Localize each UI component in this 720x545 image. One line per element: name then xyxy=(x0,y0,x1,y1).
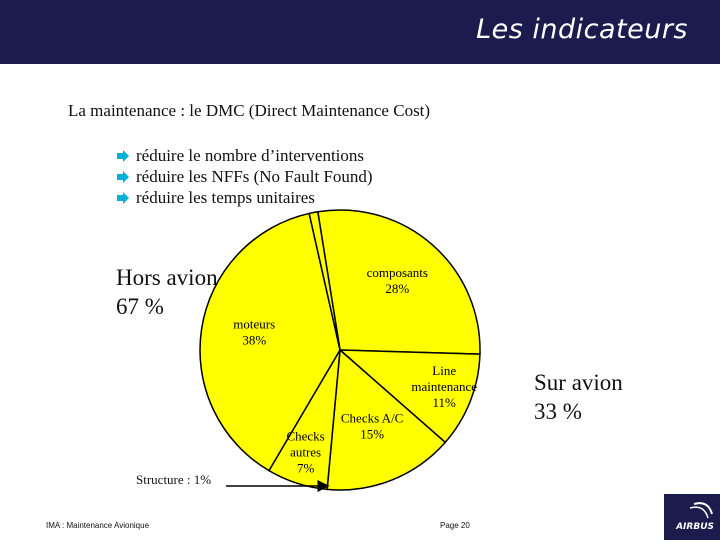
pie-slice xyxy=(337,349,481,444)
page-title: Les indicateurs xyxy=(476,14,688,45)
bullet-item: réduire les NFFs (No Fault Found) xyxy=(116,166,373,187)
pie-slice xyxy=(316,209,481,355)
logo-text: AIRBUS xyxy=(676,522,714,532)
structure-label: Structure : 1% xyxy=(136,472,212,487)
title-bar: Les indicateurs xyxy=(0,0,720,64)
bullet-item: réduire les temps unitaires xyxy=(116,187,373,208)
hors-avion-text: Hors avion xyxy=(116,265,218,290)
pie-slice-label: Checks A/C 15% xyxy=(341,411,403,442)
bullet-list: réduire le nombre d’interventions réduir… xyxy=(116,145,373,208)
pie-slice-label: Checks autres 7% xyxy=(286,429,324,476)
pie-slice-label: Line maintenance 11% xyxy=(411,363,477,410)
hors-avion-label: Hors avion 67 % xyxy=(116,263,218,321)
arrow-icon xyxy=(117,191,129,204)
pie-slice xyxy=(199,212,341,472)
sur-avion-label: Sur avion 33 % xyxy=(534,368,623,426)
page-number: Page 20 xyxy=(440,521,470,530)
arrow-icon xyxy=(117,170,129,183)
airbus-swirl-icon xyxy=(689,502,713,519)
pie-slice xyxy=(308,210,341,351)
bullet-item: réduire le nombre d’interventions xyxy=(116,145,373,166)
airbus-logo: AIRBUS xyxy=(664,494,720,540)
bullet-text: réduire les NFFs (No Fault Found) xyxy=(136,167,373,186)
pie-slice-label: moteurs 38% xyxy=(233,317,275,348)
arrow-icon xyxy=(117,149,129,162)
pie-slice-label: composants 28% xyxy=(367,265,428,296)
footer-text: IMA : Maintenance Avionique xyxy=(46,521,150,530)
hors-avion-percent: 67 % xyxy=(116,294,164,319)
subtitle: La maintenance : le DMC (Direct Maintena… xyxy=(68,101,431,120)
bullet-text: réduire le nombre d’interventions xyxy=(136,146,365,165)
pie-slice xyxy=(326,348,447,491)
bullet-text: réduire les temps unitaires xyxy=(136,188,315,207)
sur-avion-text: Sur avion xyxy=(534,370,623,395)
sur-avion-percent: 33 % xyxy=(534,399,582,424)
